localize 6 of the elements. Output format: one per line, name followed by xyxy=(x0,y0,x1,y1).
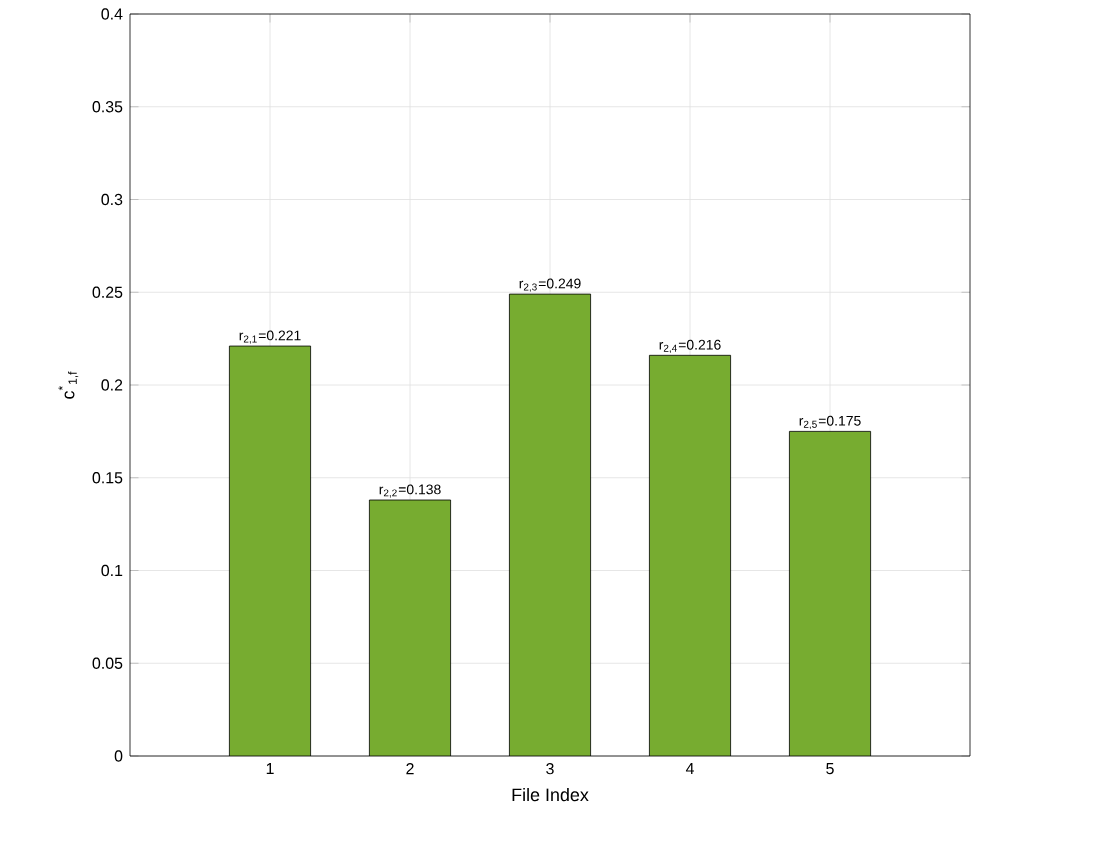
bar xyxy=(229,345,311,756)
bar xyxy=(789,430,872,756)
x-axis-title: File Index xyxy=(512,788,589,802)
bar xyxy=(649,354,731,756)
bar xyxy=(369,499,451,756)
bar xyxy=(509,293,591,756)
